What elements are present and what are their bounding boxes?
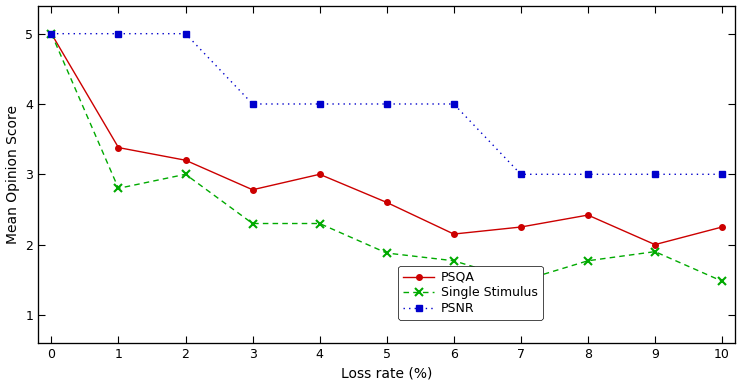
PSQA [516,225,525,229]
PSNR [449,102,458,106]
PSQA [449,232,458,236]
PSQA [114,145,123,150]
Legend: PSQA, Single Stimulus, PSNR: PSQA, Single Stimulus, PSNR [398,266,542,320]
PSQA [717,225,726,229]
PSNR [717,172,726,177]
PSNR [114,31,123,36]
PSNR [651,172,659,177]
Single Stimulus [47,31,56,36]
Line: PSNR: PSNR [48,30,725,178]
PSNR [315,102,324,106]
PSQA [248,188,257,192]
PSNR [516,172,525,177]
PSQA [47,31,56,36]
Single Stimulus [583,259,592,263]
PSQA [315,172,324,177]
Single Stimulus [248,221,257,226]
PSQA [181,158,190,163]
PSNR [181,31,190,36]
PSNR [248,102,257,106]
Single Stimulus [449,259,458,263]
Line: PSQA: PSQA [49,31,725,247]
PSQA [651,242,659,247]
PSNR [47,31,56,36]
PSQA [382,200,391,205]
Y-axis label: Mean Opinion Score: Mean Opinion Score [5,105,19,244]
PSQA [583,213,592,217]
PSNR [382,102,391,106]
PSNR [583,172,592,177]
Line: Single Stimulus: Single Stimulus [47,29,726,285]
Single Stimulus [382,251,391,256]
Single Stimulus [516,279,525,283]
Single Stimulus [114,186,123,191]
X-axis label: Loss rate (%): Loss rate (%) [341,366,433,381]
Single Stimulus [315,221,324,226]
Single Stimulus [717,279,726,283]
Single Stimulus [651,249,659,254]
Single Stimulus [181,172,190,177]
